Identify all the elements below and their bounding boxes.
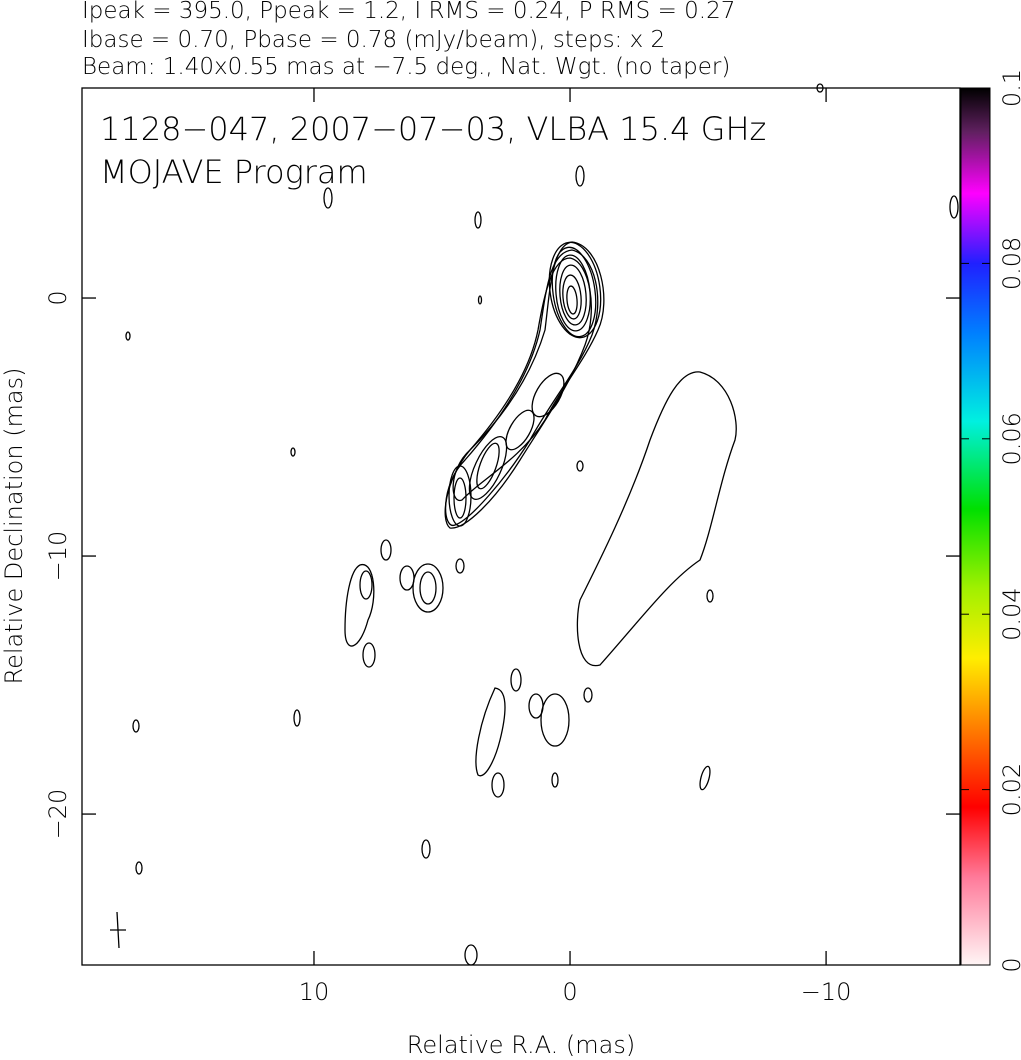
plot-frame	[81, 87, 961, 966]
colorbar-tick-label: 0.08	[998, 237, 1021, 290]
colorbar-tick-label: 0.02	[998, 763, 1021, 816]
plot-title: 1128−047, 2007−07−03, VLBA 15.4 GHz	[100, 110, 766, 148]
colorbar-tick-label: 0	[998, 957, 1021, 972]
y-tick-label: −10	[44, 531, 72, 582]
y-axis-label: Relative Declination (mas)	[0, 367, 28, 684]
contours	[110, 83, 959, 966]
colorbar-tick-label: 0.1	[998, 69, 1021, 107]
y-tick-label: 0	[44, 290, 72, 305]
x-axis-label: Relative R.A. (mas)	[407, 1031, 635, 1059]
x-tick-label: 10	[299, 978, 330, 1006]
x-tick-label: −10	[801, 978, 852, 1006]
header-line: Ipeak = 395.0, Ppeak = 1.2, I RMS = 0.24…	[82, 0, 735, 24]
colorbar-tick-label: 0.06	[998, 412, 1021, 465]
plot-subtitle: MOJAVE Program	[100, 153, 368, 191]
colorbar-tick-label: 0.04	[998, 587, 1021, 640]
header-line: Beam: 1.40x0.55 mas at −7.5 deg., Nat. W…	[82, 54, 730, 80]
y-tick-label: −20	[44, 789, 72, 840]
x-tick-label: 0	[562, 978, 577, 1006]
header-line: Ibase = 0.70, Pbase = 0.78 (mJy/beam), s…	[82, 27, 665, 53]
colorbar	[960, 87, 991, 966]
